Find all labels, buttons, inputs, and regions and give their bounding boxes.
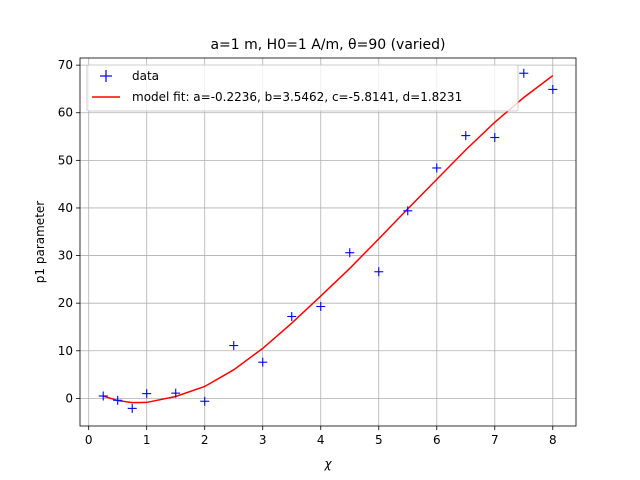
legend-box [86, 64, 519, 112]
x-tick-label: 8 [549, 433, 557, 447]
data-point [287, 312, 297, 322]
data-point [490, 133, 500, 143]
x-axis-label: χ [323, 457, 332, 471]
x-tick-label: 7 [491, 433, 499, 447]
data-point [258, 357, 268, 367]
y-tick-label: 0 [65, 391, 73, 405]
data-point [229, 341, 239, 351]
data-point [171, 388, 181, 398]
y-tick-label: 10 [58, 344, 73, 358]
data-point [142, 389, 152, 399]
data-point [200, 396, 210, 406]
fit-series [102, 75, 554, 404]
data-point [345, 248, 355, 258]
y-tick-label: 20 [58, 296, 73, 310]
chart-title: a=1 m, H0=1 A/m, θ=90 (varied) [210, 37, 445, 53]
y-tick-label: 50 [58, 153, 73, 167]
x-tick-label: 2 [201, 433, 209, 447]
legend: data model fit: a=-0.2236, b=3.5462, c=-… [86, 64, 519, 112]
data-point [98, 391, 108, 401]
plot-frame [79, 57, 577, 427]
plot-area [80, 58, 576, 426]
fit-line [102, 75, 554, 404]
x-tick-label: 5 [375, 433, 383, 447]
data-point [113, 395, 123, 405]
data-point [548, 84, 558, 94]
x-tick-label: 1 [143, 433, 151, 447]
legend-label-data: data [132, 69, 159, 83]
ticks: 0 1 2 3 4 5 6 7 8 0 10 20 30 40 50 60 70 [58, 58, 557, 447]
legend-label-fit: model fit: a=-0.2236, b=3.5462, c=-5.814… [132, 90, 462, 104]
y-tick-label: 40 [58, 201, 73, 215]
data-point [403, 206, 413, 216]
y-tick-label: 70 [58, 58, 73, 72]
x-tick-label: 6 [433, 433, 441, 447]
grid [80, 58, 576, 426]
legend-marker-data [100, 70, 112, 82]
x-tick-label: 3 [259, 433, 267, 447]
data-series [98, 68, 558, 413]
data-point [432, 163, 442, 173]
x-tick-label: 4 [317, 433, 325, 447]
data-point [374, 267, 384, 277]
y-axis-label: p1 parameter [33, 201, 47, 283]
data-point [461, 131, 471, 141]
data-point [519, 68, 529, 78]
y-tick-label: 30 [58, 249, 73, 263]
data-point [127, 403, 137, 413]
data-point [316, 302, 326, 312]
x-tick-label: 0 [85, 433, 93, 447]
y-tick-label: 60 [58, 106, 73, 120]
